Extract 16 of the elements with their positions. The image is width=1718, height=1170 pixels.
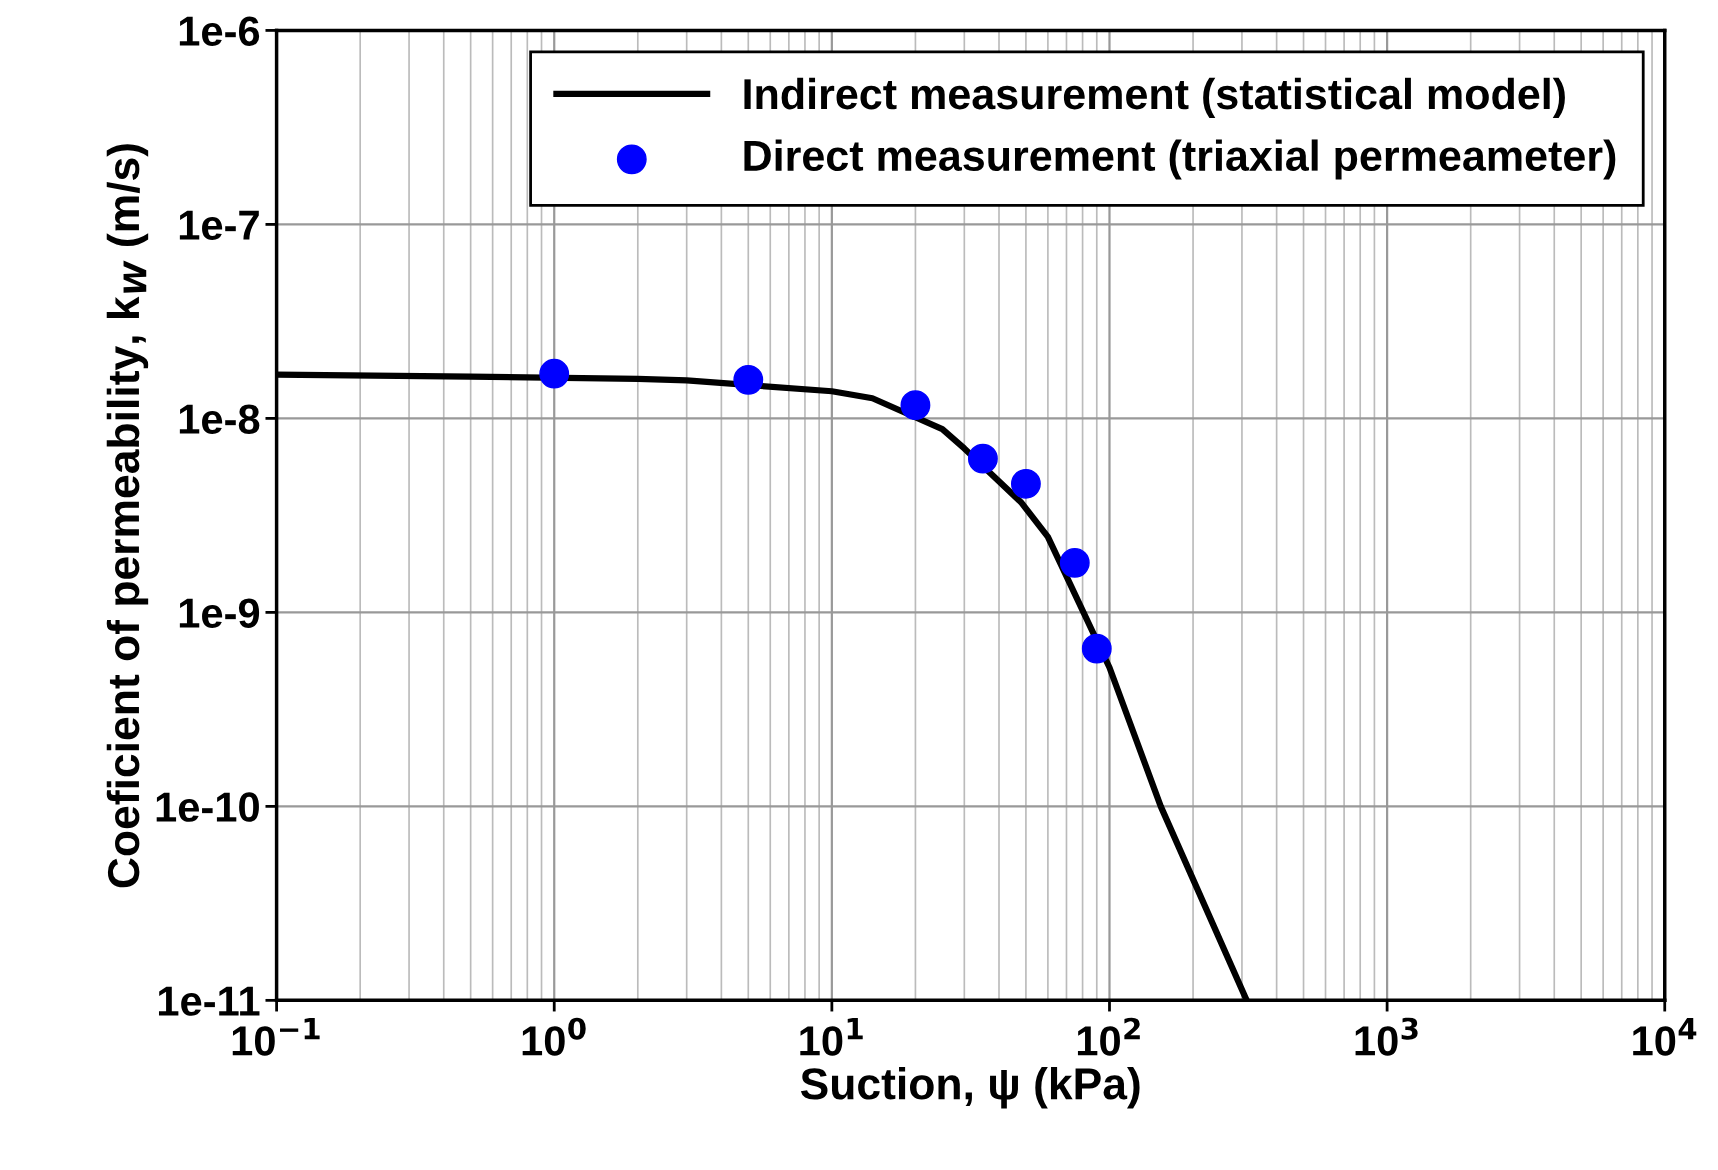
x-axis-title: Suction, ψ (kPa) xyxy=(800,1066,1140,1109)
x-tick-label: 10$^{3}$ xyxy=(1355,1017,1418,1056)
legend-label: Indirect measurement (statistical model) xyxy=(744,77,1565,118)
x-tick-label: 10$^{4}$ xyxy=(1633,1018,1697,1056)
y-tick-label: 1e-11 xyxy=(158,986,260,1016)
y-tick-label: 1e-9 xyxy=(179,598,260,628)
y-tick-label: 1e-8 xyxy=(179,404,260,434)
y-axis-title: Coeficient of permeability, k$_{W}$ (m/s) xyxy=(106,144,149,888)
y-tick-label: 1e-10 xyxy=(156,792,259,822)
x-tick-label: 10$^{1}$ xyxy=(800,1018,863,1056)
legend-label: Direct measurement (triaxial permeameter) xyxy=(744,139,1616,180)
y-tick-label: 1e-7 xyxy=(179,210,259,240)
y-tick-label: 1e-6 xyxy=(179,16,260,46)
x-tick-label: 10$^{2}$ xyxy=(1077,1017,1140,1056)
x-tick-label: 10$^{−1}$ xyxy=(232,1018,320,1056)
x-tick-label: 10$^{0}$ xyxy=(522,1017,586,1056)
